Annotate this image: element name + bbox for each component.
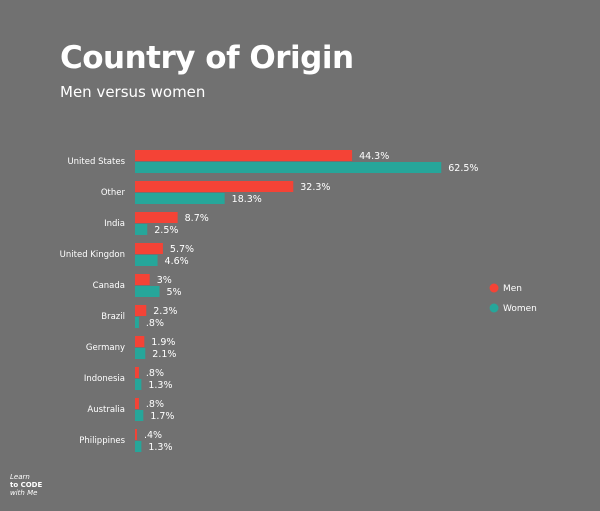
value-label-women: 5% <box>167 287 182 298</box>
category-label: Australia <box>87 405 125 415</box>
value-label-women: 2.5% <box>154 225 178 236</box>
bar-women <box>135 441 142 452</box>
bar-women <box>135 317 139 328</box>
bar-women <box>135 286 160 297</box>
legend-label-men: Men <box>503 284 522 294</box>
category-label: United States <box>67 157 125 167</box>
value-label-men: 5.7% <box>170 244 194 255</box>
bar-men <box>135 150 353 161</box>
bar-men <box>135 336 145 347</box>
bar-men <box>135 367 139 378</box>
category-label: United Kingdon <box>60 250 125 260</box>
value-label-men: 1.9% <box>151 337 175 348</box>
bar-men <box>135 305 147 316</box>
value-label-men: 3% <box>157 275 172 286</box>
value-label-women: 18.3% <box>232 194 262 205</box>
category-label: Indonesia <box>84 374 125 384</box>
legend-label-women: Women <box>503 304 537 314</box>
bar-women <box>135 410 144 421</box>
bar-women <box>135 224 148 235</box>
legend-marker-women <box>489 303 499 313</box>
value-label-women: 62.5% <box>448 163 478 174</box>
logo: Learn to CODE with Me <box>10 473 42 497</box>
logo-line-2: to CODE <box>10 481 43 489</box>
value-label-men: .4% <box>144 430 162 441</box>
logo-line-3: with Me <box>10 489 38 497</box>
value-label-women: 1.7% <box>150 411 174 422</box>
value-label-women: 1.3% <box>148 442 172 453</box>
value-label-women: 2.1% <box>152 349 176 360</box>
bar-women <box>135 255 158 266</box>
bar-men <box>135 398 139 409</box>
bar-women <box>135 348 146 359</box>
bar-women <box>135 193 225 204</box>
chart-title: Country of Origin <box>60 40 354 76</box>
value-label-women: .8% <box>146 318 164 329</box>
logo-line-1: Learn <box>10 473 30 481</box>
category-label: Canada <box>93 281 125 291</box>
value-label-women: 1.3% <box>148 380 172 391</box>
value-label-men: .8% <box>146 399 164 410</box>
bar-women <box>135 379 142 390</box>
value-label-men: 8.7% <box>185 213 209 224</box>
category-label: Germany <box>86 343 125 353</box>
value-label-men: .8% <box>146 368 164 379</box>
value-label-men: 2.3% <box>153 306 177 317</box>
bar-men <box>135 243 163 254</box>
category-label: Philippines <box>79 436 125 446</box>
bar-men <box>135 181 294 192</box>
bar-men <box>135 274 150 285</box>
value-label-women: 4.6% <box>165 256 189 267</box>
bar-men <box>135 429 137 440</box>
category-label: Other <box>101 188 126 198</box>
bar-women <box>135 162 442 173</box>
chart-subtitle: Men versus women <box>60 83 206 101</box>
bar-men <box>135 212 178 223</box>
legend-marker-men <box>489 283 499 293</box>
category-label: Brazil <box>101 312 125 322</box>
value-label-men: 32.3% <box>300 182 330 193</box>
category-label: India <box>104 219 125 229</box>
value-label-men: 44.3% <box>359 151 389 162</box>
